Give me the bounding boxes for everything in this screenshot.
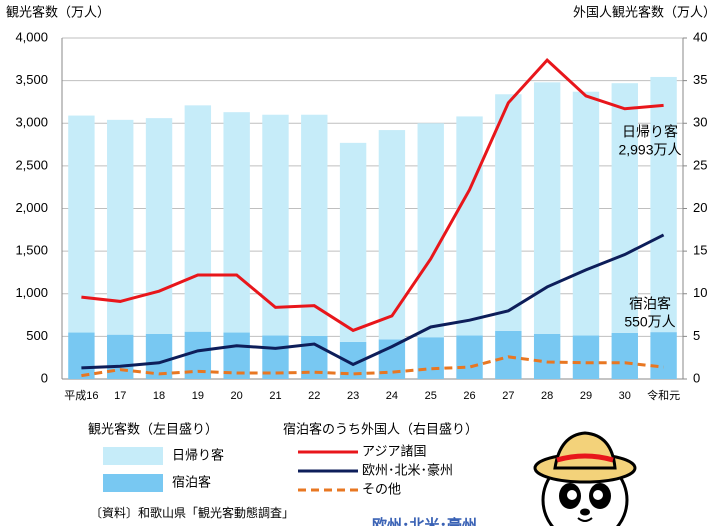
bar	[572, 335, 600, 379]
x-tick-label: 20	[231, 390, 243, 402]
bar	[262, 114, 289, 336]
x-tick-label: 令和元	[647, 388, 680, 402]
line	[81, 355, 664, 378]
y2-tick-label: 10	[693, 285, 707, 300]
bar	[572, 91, 600, 336]
annotation: 550万人	[624, 314, 675, 330]
bar	[456, 335, 483, 379]
y2-tick-label: 30	[693, 115, 707, 130]
legend-label: アジア諸国	[362, 443, 426, 458]
y-tick-label: 500	[26, 328, 48, 343]
legend-swatch	[103, 474, 163, 492]
y2-tick-label: 20	[693, 200, 707, 215]
y2-tick-label: 35	[693, 72, 707, 87]
x-tick-label: 30	[619, 390, 631, 402]
annotation: 2,993万人	[618, 142, 681, 158]
legend-label: 日帰り客	[172, 447, 224, 462]
x-tick-label: 18	[153, 390, 165, 402]
x-tick-label: 26	[463, 390, 475, 402]
bar	[533, 333, 561, 379]
bar	[339, 142, 367, 342]
x-tick-label: 17	[114, 390, 126, 402]
x-tick-label: 28	[541, 390, 553, 402]
line	[81, 233, 665, 370]
footer-text: 欧州･北米･豪州	[372, 516, 477, 526]
bar	[184, 105, 212, 332]
y-tick-label: 1,500	[15, 243, 48, 258]
annotation: 宿泊客	[629, 296, 671, 312]
x-tick-label: 25	[425, 390, 437, 402]
y-tick-label: 0	[41, 370, 48, 385]
bar	[301, 114, 328, 336]
bar	[611, 332, 638, 379]
y2-tick-label: 40	[693, 29, 707, 44]
bar	[495, 94, 522, 331]
bar	[650, 76, 677, 333]
mascot	[533, 431, 637, 526]
y-axis-label: 観光客数（万人）	[6, 4, 110, 19]
y2-tick-label: 25	[693, 157, 707, 172]
legend-title: 観光客数（左目盛り）	[88, 421, 218, 436]
bar	[456, 116, 483, 336]
y2-tick-label: 5	[693, 328, 700, 343]
y-tick-label: 3,000	[15, 115, 48, 130]
bar	[145, 118, 173, 334]
y-tick-label: 2,000	[15, 200, 48, 215]
x-tick-label: 22	[308, 390, 320, 402]
legend-label: 欧州･北米･豪州	[362, 462, 453, 477]
bar	[68, 332, 95, 379]
x-tick-label: 24	[386, 390, 398, 402]
source-note: 〔資料〕和歌山県「観光客動態調査」	[90, 505, 294, 520]
bar	[495, 330, 522, 379]
bar	[378, 130, 406, 340]
y2-tick-label: 15	[693, 243, 707, 258]
x-tick-label: 27	[502, 390, 514, 402]
x-tick-label: 21	[269, 390, 281, 402]
y-tick-label: 3,500	[15, 72, 48, 87]
legend-swatch	[103, 447, 163, 465]
x-tick-label: 19	[192, 390, 204, 402]
x-tick-label: 23	[347, 390, 359, 402]
y2-tick-label: 0	[693, 370, 700, 385]
bar	[68, 115, 95, 333]
y-tick-label: 1,000	[15, 285, 48, 300]
bar	[533, 82, 561, 334]
x-tick-label: 29	[580, 390, 592, 402]
y-tick-label: 2,500	[15, 157, 48, 172]
line	[81, 58, 664, 333]
annotation: 日帰り客	[622, 124, 678, 140]
legend-label: その他	[362, 481, 401, 496]
bar	[417, 337, 444, 379]
y2-axis-label: 外国人観光客数（万人）	[573, 4, 716, 19]
legend-label: 宿泊客	[172, 474, 211, 489]
bar	[611, 83, 638, 333]
bar	[417, 123, 444, 338]
legend-title: 宿泊客のうち外国人（右目盛り）	[283, 421, 478, 436]
bar	[223, 112, 250, 333]
bar	[650, 332, 677, 379]
x-tick-label: 平成16	[64, 389, 98, 402]
y-tick-label: 4,000	[15, 29, 48, 44]
